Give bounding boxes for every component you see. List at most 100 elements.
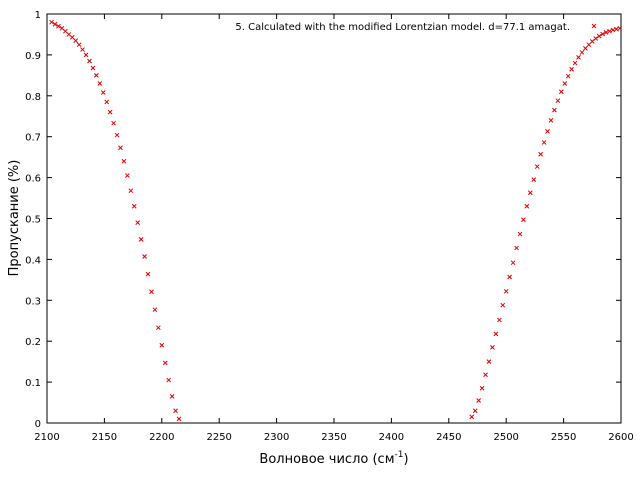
- data-point: [527, 190, 533, 196]
- y-tick-label: 0.7: [25, 133, 41, 144]
- x-tick-label: 2150: [92, 432, 117, 443]
- data-point: [479, 385, 485, 391]
- data-point: [603, 30, 609, 35]
- data-point: [131, 203, 137, 209]
- y-tick-label: 0.8: [25, 92, 41, 103]
- data-point: [104, 99, 110, 105]
- data-point: [545, 129, 550, 134]
- y-tick-label: 0.2: [25, 337, 41, 348]
- plot-frame: [46, 13, 622, 424]
- data-point: [142, 254, 147, 259]
- data-point: [118, 145, 123, 151]
- data-point: [531, 177, 537, 182]
- data-points: [49, 19, 623, 422]
- data-point: [73, 38, 79, 43]
- data-point: [517, 231, 523, 237]
- data-point: [49, 19, 54, 25]
- data-point: [63, 28, 68, 34]
- data-point: [600, 31, 605, 37]
- data-point: [617, 25, 623, 31]
- data-point: [166, 377, 172, 383]
- y-tick-label: 1: [35, 10, 41, 21]
- y-tick-label: 0.9: [25, 51, 41, 62]
- data-point: [610, 27, 616, 33]
- data-point: [596, 33, 602, 39]
- data-point: [135, 220, 141, 225]
- data-point: [572, 60, 578, 66]
- data-point: [486, 359, 492, 365]
- data-point: [145, 271, 151, 277]
- data-point: [472, 408, 478, 414]
- data-point: [507, 274, 512, 280]
- data-point: [490, 344, 495, 350]
- data-point: [100, 90, 106, 95]
- x-tick-label: 2500: [493, 432, 518, 443]
- data-point: [97, 81, 103, 86]
- legend-label: 5. Calculated with the modified Lorentzi…: [235, 22, 570, 33]
- x-tick-label: 2550: [551, 432, 576, 443]
- data-point: [524, 203, 530, 209]
- data-point: [159, 342, 165, 348]
- data-point: [521, 217, 526, 223]
- y-tick-label: 0.4: [25, 255, 41, 266]
- data-point: [483, 372, 488, 378]
- data-point: [469, 414, 475, 420]
- data-point: [565, 73, 571, 79]
- data-point: [56, 23, 61, 29]
- data-point: [162, 360, 168, 366]
- data-point: [90, 65, 96, 71]
- data-point: [52, 21, 58, 27]
- y-tick-label: 0.6: [25, 174, 41, 185]
- data-point: [607, 28, 612, 34]
- data-point: [94, 72, 99, 78]
- data-point: [510, 260, 516, 266]
- data-point: [534, 164, 540, 169]
- data-point: [128, 188, 134, 194]
- x-tick-label: 2250: [206, 432, 231, 443]
- data-point: [541, 140, 547, 145]
- data-point: [114, 132, 120, 138]
- data-point: [169, 394, 175, 399]
- legend: 5. Calculated with the modified Lorentzi…: [235, 22, 597, 33]
- data-point: [107, 109, 113, 115]
- y-axis-ticks: 0 0.1 0.2 0.3 0.4 0.5 0.6 0.7 0.8 0.9 1: [25, 10, 621, 430]
- data-point: [173, 408, 178, 414]
- data-point: [503, 288, 509, 294]
- data-point: [138, 237, 144, 242]
- data-point: [156, 325, 161, 331]
- x-tick-label: 2300: [264, 432, 289, 443]
- data-point: [555, 98, 561, 104]
- data-point: [493, 331, 499, 337]
- legend-marker: [591, 23, 597, 29]
- x-tick-label: 2200: [149, 432, 174, 443]
- y-tick-label: 0.3: [25, 296, 41, 307]
- data-point: [83, 52, 89, 58]
- data-point: [121, 158, 127, 164]
- data-point: [569, 66, 574, 72]
- data-point: [476, 398, 482, 403]
- data-point: [149, 289, 154, 295]
- data-point: [496, 317, 502, 323]
- data-point: [111, 120, 116, 126]
- data-point: [514, 245, 519, 251]
- x-tick-label: 2350: [321, 432, 346, 443]
- data-point: [579, 50, 585, 55]
- data-point: [538, 151, 543, 157]
- y-tick-label: 0.1: [25, 378, 41, 389]
- data-point: [593, 36, 599, 41]
- data-point: [583, 46, 588, 51]
- x-tick-label: 2400: [379, 432, 404, 443]
- data-point: [500, 302, 506, 308]
- y-tick-label: 0.5: [25, 215, 41, 226]
- data-point: [76, 42, 82, 48]
- data-point: [552, 107, 557, 113]
- data-point: [548, 117, 554, 123]
- data-point: [614, 26, 619, 32]
- data-point: [152, 307, 158, 313]
- data-point: [562, 81, 568, 86]
- x-axis-ticks: 2100 2150 2200 2250 2300 2350 2400 2450 2500 2550…: [34, 14, 634, 443]
- data-point: [80, 47, 85, 52]
- x-tick-label: 2600: [608, 432, 633, 443]
- data-point: [586, 42, 592, 48]
